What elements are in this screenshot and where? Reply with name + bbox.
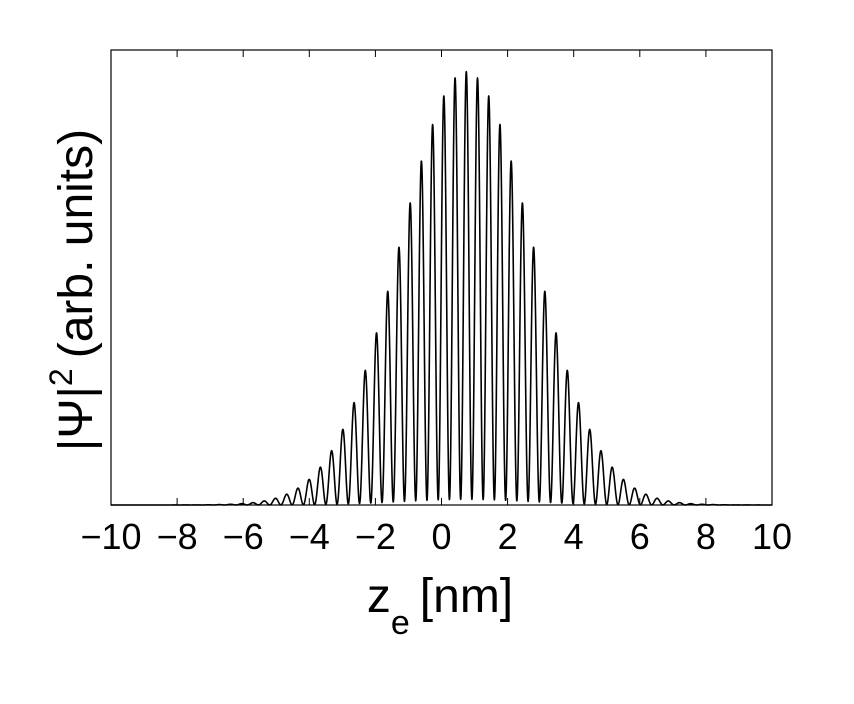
x-tick-label: 6 — [630, 516, 650, 557]
x-tick-label: 10 — [752, 516, 792, 557]
x-axis-label: ze [nm] — [367, 570, 513, 642]
x-tick-labels: −10 −8 −6 −4 −2 0 2 4 6 8 10 — [80, 516, 792, 557]
x-tick-label: 8 — [696, 516, 716, 557]
x-axis-label-base: z — [367, 570, 391, 623]
x-tick-label: −2 — [355, 516, 396, 557]
x-axis-label-unit: [nm] — [420, 570, 513, 623]
series-line — [110, 70, 773, 506]
x-tick-label: 2 — [498, 516, 518, 557]
y-axis-label-prefix: |Ψ| — [50, 386, 103, 451]
x-axis-label-subscript: e — [391, 604, 410, 642]
x-tick-label: −4 — [289, 516, 330, 557]
x-tick-label: −6 — [223, 516, 264, 557]
x-tick-label: 4 — [564, 516, 584, 557]
x-tick-label: −10 — [80, 516, 141, 557]
y-axis-label: |Ψ|2 (arb. units) — [43, 129, 103, 451]
y-axis-label-superscript: 2 — [43, 368, 79, 386]
x-tick-label: −8 — [157, 516, 198, 557]
y-axis-label-suffix: (arb. units) — [50, 129, 103, 358]
x-tick-label: 0 — [431, 516, 451, 557]
